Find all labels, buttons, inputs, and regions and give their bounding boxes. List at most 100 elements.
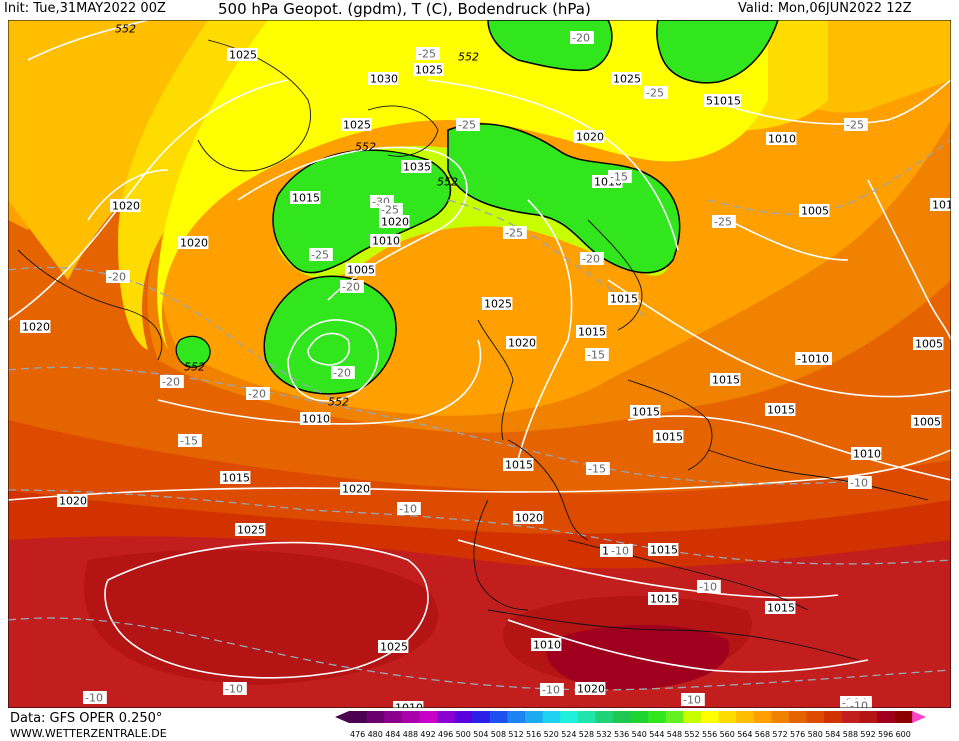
isobar-label-layer: 1025 1030 1025 1025 51015 1020 1010 1025 1035 101… [20, 48, 951, 708]
isobar-label-text: 1025 [613, 73, 641, 86]
isobar-label-text: 1005 [913, 416, 941, 429]
temperature-label: -25 [416, 47, 440, 61]
colorbar-tick-label: 568 [755, 730, 770, 739]
temperature-label-text: -20 [108, 271, 126, 284]
isobar-label-bg [765, 403, 796, 416]
colorbar-segment [349, 711, 368, 723]
temperature-label: -20 [570, 31, 594, 45]
temperature-label-bg [178, 434, 202, 447]
colorbar-segment [683, 711, 702, 723]
temperature-label-text: -10 [683, 694, 701, 707]
isobar-label: 1005 [345, 263, 376, 277]
isobar-label-bg [648, 543, 679, 556]
isobar-label-text: 1010 [302, 413, 330, 426]
colorbar-segment [454, 711, 473, 723]
isobar-label-text: 1015 [610, 293, 638, 306]
isobar-label: 1015 [290, 191, 321, 205]
isobar-label-bg [648, 592, 679, 605]
temperature-label-text: -25 [646, 87, 664, 100]
isobar-label-bg [653, 430, 684, 443]
isobar-label-text: 1025 [343, 119, 371, 132]
colorbar-segment [366, 711, 385, 723]
temperature-label: -25 [844, 118, 868, 132]
isobar-label: 1015 [648, 592, 679, 606]
isobar-label: 1005 [913, 337, 944, 351]
height-contour-552-greenland [175, 335, 211, 368]
geopotential-label: 552 [437, 176, 458, 189]
colorbar-tick-label: 528 [579, 730, 594, 739]
isobar-label-text: 1030 [370, 73, 398, 86]
isobar-label: 1020 [574, 130, 605, 144]
temperature-label-text: -25 [458, 119, 476, 132]
isobar-label-text: 1015 [650, 593, 678, 606]
temperature-label: -15 [608, 170, 632, 184]
isobar-label-bg [575, 682, 606, 695]
isobar-label: 1025 [341, 118, 372, 132]
colorbar-tick-label: 584 [825, 730, 840, 739]
isobar-label-bg [413, 63, 444, 76]
temperature-label-text: -20 [572, 32, 590, 45]
isobar-label: 1015 [220, 471, 251, 485]
height-contour-552-west [263, 149, 452, 395]
temperature-label: -10 [848, 476, 872, 490]
isobar-label-text: 1015 [632, 406, 660, 419]
isobar-label-text: 1010 [533, 639, 561, 652]
isobar-label-bg [513, 511, 544, 524]
temperature-label-bg [83, 691, 107, 704]
colorbar-segment [419, 711, 438, 723]
isobar-label-bg [482, 297, 513, 310]
temperature-label-layer: -20-25-25-25-15-25-30-25-25-20-20-25-20-… [83, 31, 872, 708]
temperature-label-bg [331, 366, 355, 379]
isobar-label-text: 1015 [222, 472, 250, 485]
colorbar-segment [789, 711, 808, 723]
isobar-label: 1020 [575, 682, 606, 696]
temperature-label-bg [681, 693, 705, 706]
isobar-label: 1015 [653, 430, 684, 444]
geopotential-label-layer: 552 552 552 552 552 552 [115, 23, 479, 409]
isobar-label: 1035 [401, 160, 432, 174]
isobar-label: 1010 [766, 132, 797, 146]
isobar-label: 1010 [930, 198, 951, 212]
isobar-label-text: 1010 [395, 702, 423, 709]
isobar-label-bg [611, 72, 642, 85]
temperature-label: -15 [178, 434, 202, 448]
colorbar-segment [472, 711, 491, 723]
colorbar-segment [507, 711, 526, 723]
isobar-label-text: 1010 [372, 235, 400, 248]
isobar-label-bg [531, 638, 562, 651]
isobar-label: 1020 [20, 320, 51, 334]
temperature-label: -10 [681, 693, 705, 707]
colorbar-segment [630, 711, 649, 723]
colorbar-tick-label: 536 [614, 730, 629, 739]
isobar-label-text: 1010 [768, 133, 796, 146]
temperature-label-text: -20 [582, 253, 600, 266]
isobar-label-bg [345, 263, 376, 276]
temperature-label-text: -15 [587, 349, 605, 362]
isobar-label: 1015 [576, 325, 607, 339]
isobar-label-text: 1010 [853, 448, 881, 461]
isobar-label-text: 1025 [415, 64, 443, 77]
temperature-label-bg [397, 502, 421, 515]
isobar-label: 1010 [851, 447, 882, 461]
isobar-label: 1005 [911, 415, 942, 429]
colorbar-segment [877, 711, 896, 723]
isobar-label: 1015 [648, 543, 679, 557]
temperature-label: -15 [586, 462, 610, 476]
temperature-label: -10 [697, 580, 721, 594]
temperature-label: -20 [340, 280, 364, 294]
temperature-label-text: -10 [85, 692, 103, 705]
colorbar-segment [384, 711, 403, 723]
temperature-label-text: -15 [588, 463, 606, 476]
isobar-label-bg [20, 320, 51, 333]
temperature-label-text: -15 [610, 171, 628, 184]
height-contour-552-north [487, 20, 779, 84]
colorbar-tick-label: 556 [702, 730, 717, 739]
temperature-label-text: -20 [333, 367, 351, 380]
colorbar-tick-label: 500 [456, 730, 471, 739]
isobar-label: 51015 [704, 94, 741, 108]
init-time: Init: Tue,31MAY2022 00Z [4, 1, 166, 16]
colorbar-segment [701, 711, 720, 723]
temperature-label: -20 [246, 387, 270, 401]
geopotential-label: 552 [184, 361, 205, 374]
